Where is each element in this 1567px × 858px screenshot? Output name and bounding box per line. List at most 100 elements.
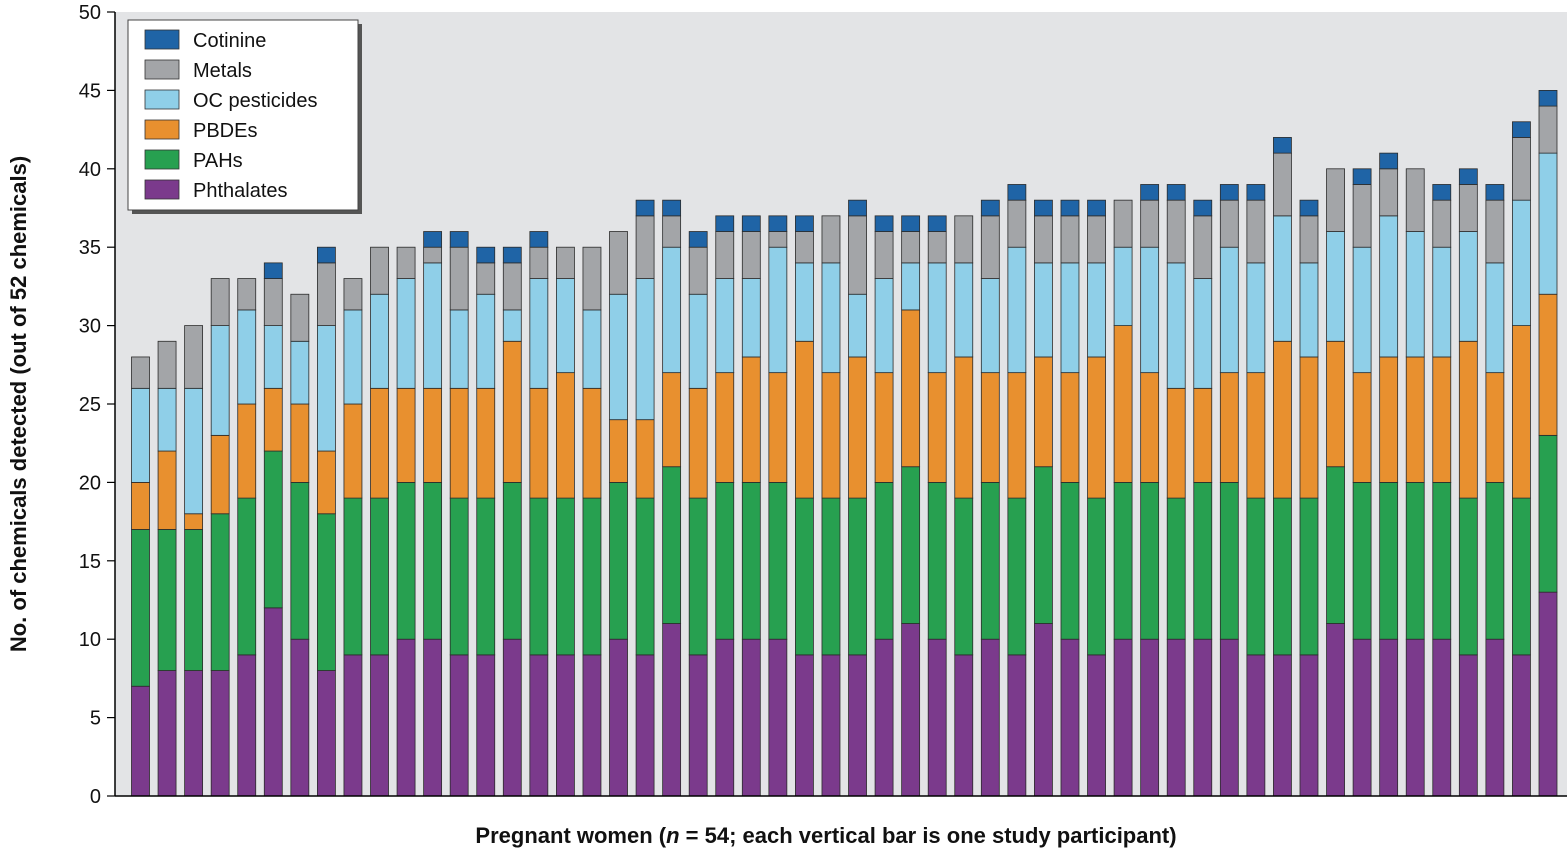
bar-segment-pbdes [609, 419, 628, 483]
bar-segment-phthalates [954, 654, 974, 797]
bar-segment-metals [476, 262, 496, 295]
y-tick-label: 50 [79, 2, 101, 24]
bar-segment-pahs [1193, 481, 1213, 640]
bar-segment-pbdes [662, 372, 682, 468]
bar-segment-pbdes [237, 403, 257, 499]
bar-segment-phthalates [1034, 623, 1053, 797]
bar-segment-pahs [1299, 497, 1319, 656]
bar-segment-phthalates [131, 685, 150, 797]
bar-segment-metals [980, 215, 1000, 279]
bar-segment-pahs [821, 497, 841, 656]
bar-segment-metals [821, 215, 841, 264]
bar-segment-metals [370, 246, 389, 295]
bar-segment-phthalates [529, 654, 549, 797]
bar-segment-cotinine [741, 215, 761, 232]
bar-segment-phthalates [662, 623, 682, 797]
bar-segment-cotinine [635, 199, 655, 217]
bar-segment-phthalates [1193, 638, 1213, 797]
bar-segment-metals [1113, 199, 1133, 248]
bar-segment-oc-pesticides [210, 325, 230, 436]
bar-segment-phthalates [1485, 638, 1505, 797]
bar-segment-metals [795, 231, 814, 264]
bar-segment-oc-pesticides [662, 246, 682, 374]
bar-segment-oc-pesticides [1299, 262, 1319, 358]
bar-segment-metals [609, 231, 628, 295]
bar-segment-cotinine [1538, 90, 1558, 107]
bar-segment-pahs [1166, 497, 1186, 640]
bar-segment-pahs [901, 466, 921, 624]
bar-segment-metals [1060, 215, 1080, 264]
bar-segment-oc-pesticides [1166, 262, 1186, 389]
bar-segment-cotinine [529, 231, 549, 248]
bar-segment-pahs [1326, 466, 1345, 624]
bar-segment-pbdes [1512, 325, 1531, 499]
bar-segment-cotinine [1166, 184, 1186, 201]
bar-segment-cotinine [795, 215, 814, 232]
bar-segment-phthalates [396, 638, 416, 797]
bar-segment-phthalates [609, 638, 628, 797]
bar-segment-pbdes [1113, 325, 1133, 483]
bar-segment-oc-pesticides [396, 278, 416, 389]
bar-segment-oc-pesticides [1538, 152, 1558, 295]
x-axis-label-n: n [666, 823, 679, 848]
legend-label: PAHs [193, 150, 243, 172]
bar-segment-pahs [263, 450, 283, 609]
bar-segment-oc-pesticides [715, 278, 735, 374]
bar-segment-pbdes [1060, 372, 1080, 483]
bar-segment-pahs [423, 481, 443, 640]
legend-label: Phthalates [193, 180, 288, 202]
bar-segment-phthalates [210, 670, 230, 797]
bar-segment-phthalates [1060, 638, 1080, 797]
bar-segment-oc-pesticides [263, 325, 283, 389]
y-tick-label: 10 [79, 629, 101, 651]
bar-segment-pahs [184, 529, 204, 671]
bar-segment-oc-pesticides [1405, 231, 1425, 358]
bar-segment-metals [1007, 199, 1027, 248]
bar-segment-pbdes [768, 372, 788, 483]
bar-segment-pbdes [476, 387, 496, 499]
bar-segment-pahs [1087, 497, 1106, 656]
bar-segment-pbdes [1326, 340, 1345, 468]
bar-segment-metals [954, 215, 974, 264]
bar-segment-phthalates [423, 638, 443, 797]
bar-segment-metals [874, 231, 894, 279]
x-axis-label-part-1: Pregnant women ( [475, 823, 666, 848]
bar-segment-cotinine [263, 262, 283, 279]
bar-segment-cotinine [688, 231, 708, 248]
bar-segment-oc-pesticides [1193, 278, 1213, 389]
bar-segment-oc-pesticides [237, 309, 257, 405]
bar-segment-metals [741, 231, 761, 279]
bar-segment-pahs [370, 497, 389, 656]
y-tick-label: 15 [79, 551, 101, 573]
bar-segment-pbdes [715, 372, 735, 483]
bar-segment-pahs [741, 481, 761, 640]
bar-segment-oc-pesticides [582, 309, 602, 389]
bar-segment-cotinine [901, 215, 921, 232]
bar-segment-oc-pesticides [609, 293, 628, 421]
bar-segment-oc-pesticides [502, 309, 522, 342]
bar-segment-oc-pesticides [1352, 246, 1372, 374]
bar-segment-pahs [1512, 497, 1531, 656]
legend-label: OC pesticides [193, 90, 318, 112]
bar-segment-pahs [795, 497, 814, 656]
bar-segment-pbdes [1485, 372, 1505, 483]
bar-segment-phthalates [901, 623, 921, 797]
bar-segment-pahs [1352, 481, 1372, 640]
bar-segment-pahs [609, 481, 628, 640]
y-tick-label: 5 [90, 708, 101, 730]
bar-segment-oc-pesticides [1034, 262, 1053, 358]
bar-segment-pbdes [1458, 340, 1478, 499]
bar-segment-oc-pesticides [157, 387, 177, 452]
bar-segment-metals [529, 246, 549, 279]
bar-segment-metals [1485, 199, 1505, 264]
bar-segment-phthalates [316, 670, 336, 797]
bar-segment-metals [184, 325, 204, 389]
bar-segment-metals [396, 246, 416, 279]
bar-segment-cotinine [848, 199, 867, 217]
bar-segment-phthalates [157, 670, 177, 797]
bar-segment-pahs [316, 513, 336, 671]
bar-segment-cotinine [980, 199, 1000, 217]
bar-segment-phthalates [290, 638, 310, 797]
bar-segment-oc-pesticides [423, 262, 443, 389]
